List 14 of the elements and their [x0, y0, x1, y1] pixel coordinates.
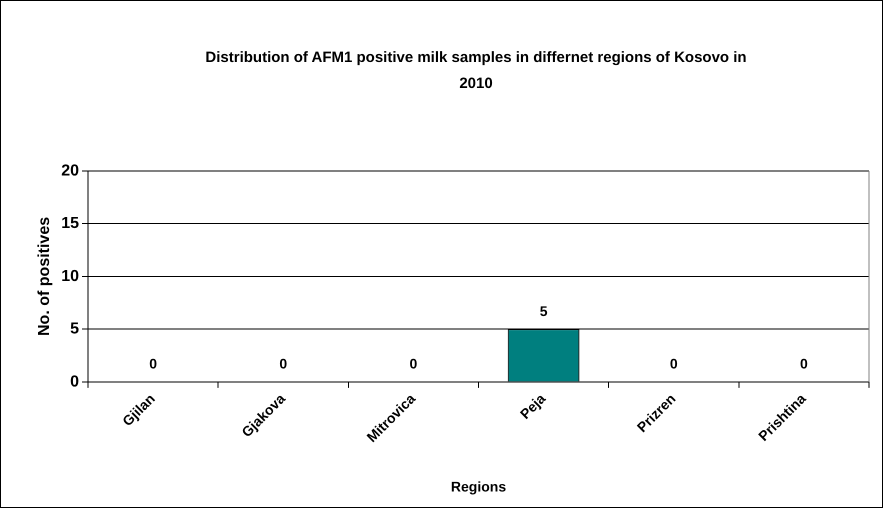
x-axis-title: Regions — [450, 478, 506, 494]
data-label: 0 — [670, 356, 678, 372]
data-label: 5 — [540, 303, 548, 320]
y-tick-label: 10 — [61, 268, 80, 285]
y-axis-title: No. of positives — [36, 216, 54, 336]
y-tick-label: 0 — [70, 373, 80, 390]
chart-title: Distribution of AFM1 positive milk samples in differnet regions of Kosovo in 2010 — [204, 48, 748, 94]
y-tick-label: 5 — [70, 320, 80, 338]
data-label: 0 — [279, 356, 288, 372]
data-label: 0 — [800, 356, 808, 372]
y-tick-label: 15 — [61, 215, 80, 232]
data-label: 0 — [149, 356, 158, 372]
data-label: 0 — [410, 356, 418, 372]
y-tick-label: 20 — [61, 162, 80, 180]
